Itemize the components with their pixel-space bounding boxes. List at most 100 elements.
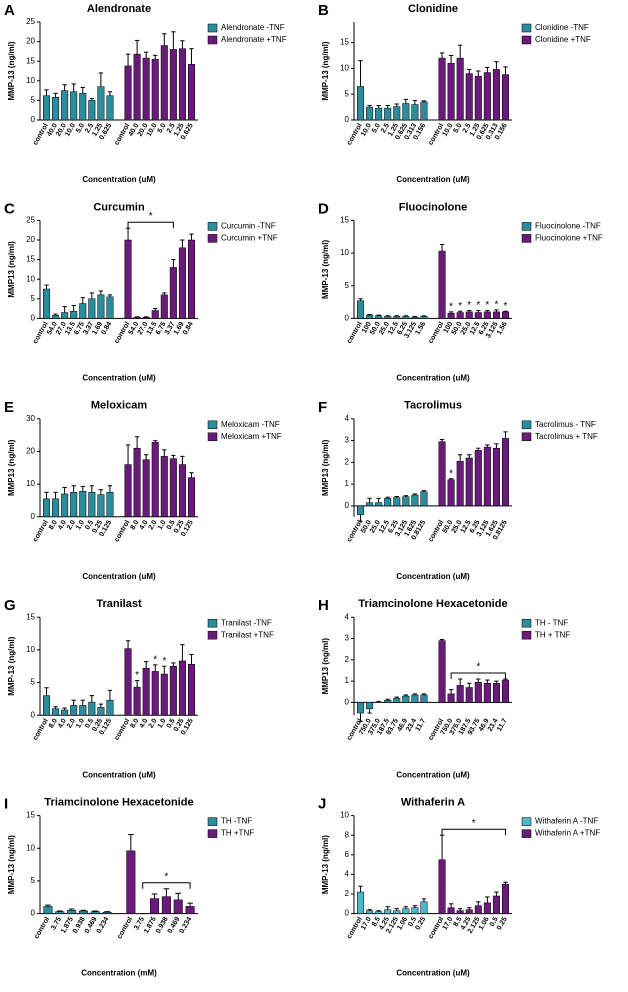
y-tick-label: 5: [345, 89, 350, 98]
bar: [366, 910, 374, 914]
y-tick-label: 20: [26, 37, 35, 46]
y-tick-label: 30: [26, 414, 35, 423]
x-tick-label: control: [116, 916, 134, 940]
bar: [465, 73, 473, 121]
y-tick-label: 10: [26, 479, 35, 488]
x-axis-label: Concentration (uM): [396, 969, 470, 978]
bar: [178, 247, 186, 319]
legend-label: Clonidine +TNF: [535, 35, 591, 44]
y-tick-label: 8: [345, 830, 350, 839]
y-axis-label: MMP-13 (ng/ml): [321, 41, 330, 100]
bar: [178, 660, 186, 716]
x-tick-label: 11.7: [496, 718, 509, 733]
bar: [465, 457, 473, 507]
bar: [43, 95, 51, 121]
bar: [161, 896, 171, 914]
bar: [160, 673, 168, 716]
panel-label: I: [4, 796, 8, 813]
significance-bracket: [142, 882, 191, 889]
y-axis-label: MMP-13 (ng/ml): [321, 240, 330, 299]
bar: [124, 464, 132, 518]
bar: [61, 709, 69, 716]
x-tick-label: control: [427, 321, 445, 345]
chart-title: Triamcinolone Hexacetonide: [358, 598, 507, 610]
bar: [133, 686, 141, 716]
bar: [357, 300, 365, 319]
significance-star: *: [458, 301, 462, 312]
bar: [411, 104, 419, 121]
bar: [61, 493, 69, 518]
bar: [160, 456, 168, 518]
y-tick-label: 1: [345, 676, 350, 685]
bar: [420, 694, 428, 703]
y-tick-label: 15: [26, 612, 35, 621]
bar: [438, 640, 446, 703]
y-tick-label: 0: [31, 314, 36, 323]
x-tick-label: 1.0: [75, 718, 86, 730]
bar: [142, 667, 150, 716]
bar: [393, 910, 401, 914]
x-tick-label: 0.84: [100, 321, 113, 336]
legend-swatch: [207, 420, 218, 430]
legend-swatch: [207, 35, 218, 45]
bar: [411, 907, 419, 914]
bar: [70, 91, 78, 121]
bar: [384, 107, 392, 121]
significance-star: *: [449, 302, 453, 313]
bar: [169, 458, 177, 518]
y-tick-label: 0: [345, 698, 350, 707]
bar: [384, 316, 392, 319]
chart-title: Tacrolimus: [404, 400, 462, 412]
bar: [88, 100, 96, 121]
bar: [52, 315, 60, 319]
bar: [447, 907, 455, 914]
bar: [169, 267, 177, 319]
bar: [151, 671, 159, 716]
panel: C Curcumin MMP13 (ng/ml) Concentration (uM)…: [4, 200, 278, 382]
bar: [55, 911, 65, 914]
bar: [474, 312, 482, 319]
panel: B Clonidine MMP-13 (ng/ml) Concentration (u…: [318, 2, 591, 184]
y-tick-label: 5: [31, 876, 36, 885]
x-axis-label: Concentration (uM): [82, 374, 156, 383]
bar: [375, 911, 383, 914]
legend-swatch: [521, 420, 532, 430]
bar: [402, 496, 410, 507]
x-tick-label: 8.0: [130, 718, 141, 730]
x-tick-label: 5.0: [371, 122, 382, 134]
legend-label: Fluocinolone -TNF: [535, 222, 601, 231]
bar: [465, 311, 473, 319]
bar: [384, 498, 392, 507]
y-axis-label: MMP13 (ng/ml): [7, 439, 16, 496]
x-tick-label: 0.234: [96, 916, 111, 935]
y-tick-label: 0: [31, 909, 36, 918]
y-tick-label: 15: [26, 56, 35, 65]
bar: [402, 316, 410, 319]
significance-star: *: [494, 300, 498, 311]
bar: [124, 65, 132, 121]
x-tick-label: 4.0: [57, 519, 68, 531]
y-tick-label: 0: [345, 115, 350, 124]
legend-swatch: [521, 630, 532, 640]
legend-label: Withaferin A +TNF: [535, 829, 600, 838]
panel-label: B: [318, 2, 329, 19]
bar: [178, 48, 186, 121]
bar: [492, 447, 500, 507]
legend-label: Alendronate -TNF: [221, 23, 285, 32]
bar: [61, 312, 69, 319]
significance-bracket: [450, 672, 506, 679]
x-tick-label: 5.0: [75, 122, 86, 134]
bar: [169, 665, 177, 716]
y-tick-label: 25: [26, 216, 35, 225]
bar: [474, 905, 482, 914]
bar: [456, 685, 464, 703]
x-tick-label: control: [32, 718, 50, 742]
legend-swatch: [521, 432, 532, 442]
y-tick-label: 1: [345, 479, 350, 488]
y-tick-label: 2: [345, 655, 350, 664]
legend-label: Fluocinolone +TNF: [535, 234, 603, 243]
x-tick-label: 1.56: [414, 321, 427, 336]
bar: [88, 701, 96, 716]
bar: [150, 898, 160, 914]
bar: [375, 107, 383, 121]
